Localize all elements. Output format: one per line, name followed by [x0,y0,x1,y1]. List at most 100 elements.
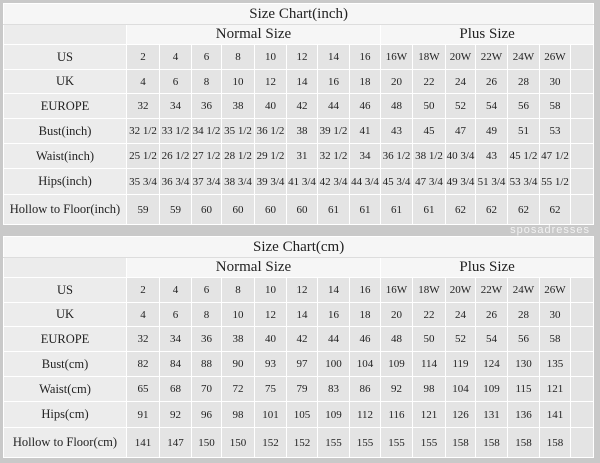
size-cell: 42 3/4 [317,168,350,195]
size-cell: 20 [380,69,413,94]
table-title: Size Chart(inch) [2,3,595,25]
size-cell: 31 [286,143,318,169]
size-cell: 45 3/4 [380,168,413,195]
size-cell: 60 [221,194,255,225]
size-cell: 6 [191,44,222,70]
size-cell: 50 [412,93,446,119]
size-cell: 135 [539,351,571,377]
size-cell: 45 1/2 [507,143,540,169]
row-label: Hips(cm) [3,401,127,428]
size-cell: 150 [191,427,222,458]
size-cell: 6 [159,302,192,327]
size-cell: 24 [445,302,476,327]
size-cell: 40 [254,326,287,352]
size-cell: 28 1/2 [221,143,255,169]
size-cell: 2 [126,44,160,70]
size-cell: 20W [445,277,476,303]
size-cell: 38 [221,326,255,352]
size-cell: 28 [507,69,540,94]
size-cell: 10 [254,277,287,303]
size-cell: 136 [507,401,540,428]
table-row: UK 4 6 8 10 12 14 16 18 20 22 24 26 28 30 [3,302,595,327]
size-cell: 34 [349,143,381,169]
empty-cell [569,118,595,144]
size-cell: 16W [380,277,413,303]
size-cell: 36 3/4 [159,168,192,195]
size-cell: 2 [126,277,160,303]
empty-cell [569,427,595,458]
size-cell: 92 [159,401,192,428]
header-blank [3,24,127,45]
size-cell: 18 [349,302,381,327]
size-cell: 22 [412,302,446,327]
size-cell: 24W [507,277,540,303]
size-cell: 150 [221,427,255,458]
size-cell: 158 [445,427,476,458]
table-row: Waist(cm) 65 68 70 72 75 79 83 86 92 98 104 109 115 12… [3,376,595,402]
empty-cell [569,168,595,195]
size-cell: 155 [412,427,446,458]
size-cell: 32 [126,93,160,119]
size-cell: 16 [349,44,381,70]
size-cell: 46 [349,93,381,119]
table-row: Hollow to Floor(cm) 141 147 150 150 152 152 155… [3,427,595,458]
size-cell: 18W [412,277,446,303]
size-cell: 104 [349,351,381,377]
size-cell: 42 [286,93,318,119]
size-cell: 126 [445,401,476,428]
size-cell: 12 [286,277,318,303]
size-cell: 72 [221,376,255,402]
size-cell: 83 [317,376,350,402]
plus-size-header: Plus Size [379,257,595,278]
size-cell: 52 [445,93,476,119]
empty-cell [569,69,595,94]
size-cell: 41 [349,118,381,144]
size-cell: 4 [126,302,160,327]
size-cell: 60 [286,194,318,225]
size-cell: 60 [254,194,287,225]
size-cell: 147 [159,427,192,458]
size-cell: 38 1/2 [412,143,446,169]
size-cell: 112 [349,401,381,428]
size-cell: 20W [445,44,476,70]
table-row: Bust(cm) 82 84 88 90 93 97 100 104 109 114 119 124 13… [3,351,595,377]
size-cell: 98 [221,401,255,428]
size-cell: 50 [412,326,446,352]
size-cell: 43 [475,143,508,169]
size-cell: 90 [221,351,255,377]
size-cell: 114 [412,351,446,377]
size-cell: 52 [445,326,476,352]
size-cell: 8 [191,302,222,327]
size-cell: 26W [539,44,571,70]
size-cell: 48 [380,326,413,352]
size-cell: 62 [507,194,540,225]
size-cell: 47 1/2 [539,143,571,169]
size-cell: 10 [254,44,287,70]
size-cell: 152 [254,427,287,458]
size-cell: 88 [191,351,222,377]
size-cell: 131 [475,401,508,428]
size-cell: 116 [380,401,413,428]
size-cell: 93 [254,351,287,377]
size-cell: 32 1/2 [317,143,350,169]
size-cell: 30 [539,302,571,327]
row-label: Bust(inch) [3,118,127,144]
size-cell: 34 [159,326,192,352]
size-cell: 41 3/4 [286,168,318,195]
size-cell: 35 3/4 [126,168,160,195]
size-cell: 40 3/4 [445,143,476,169]
row-label: Waist(inch) [3,143,127,169]
size-cell: 158 [507,427,540,458]
table-row: UK 4 6 8 10 12 14 16 18 20 22 24 26 28 30 [3,69,595,94]
size-cell: 8 [191,69,222,94]
size-cell: 8 [221,277,255,303]
size-cell: 44 [317,93,350,119]
row-label: EUROPE [3,93,127,119]
size-cell: 12 [254,69,287,94]
size-cell: 48 [380,93,413,119]
size-cell: 28 [507,302,540,327]
size-cell: 26W [539,277,571,303]
row-label: US [3,44,127,70]
size-cell: 68 [159,376,192,402]
size-cell: 115 [507,376,540,402]
